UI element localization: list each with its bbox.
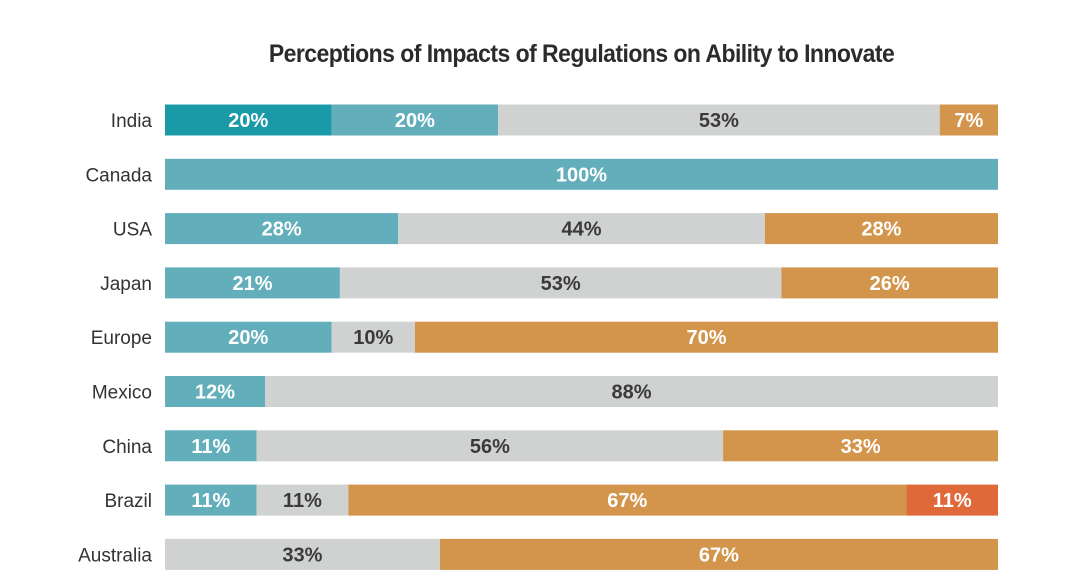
chart-title: Perceptions of Impacts of Regulations on… xyxy=(268,40,895,68)
category-label-canada: Canada xyxy=(85,165,152,186)
data-label-mexico-2: 88% xyxy=(611,382,651,404)
bar-segment-china-3 xyxy=(723,430,998,462)
data-label-australia-2: 33% xyxy=(282,544,322,566)
category-labels: India Canada USA Japan Europe Mexico China Braz… xyxy=(78,111,152,566)
bar-segment-usa-3 xyxy=(764,213,998,245)
data-label-china-1: 11% xyxy=(191,436,230,458)
category-label-china: China xyxy=(102,437,152,458)
category-label-india: India xyxy=(111,111,153,132)
bar-segment-europe-3 xyxy=(414,321,998,353)
data-label-usa-3: 28% xyxy=(861,219,901,241)
category-label-japan: Japan xyxy=(100,274,152,295)
data-label-japan-1: 21% xyxy=(232,273,272,295)
bar-segment-usa-2 xyxy=(398,213,765,245)
data-label-india-1: 20% xyxy=(395,110,435,132)
data-label-brazil-4: 11% xyxy=(933,490,972,512)
bar-segment-mexico-1 xyxy=(165,376,265,407)
bar-segment-china-1 xyxy=(165,430,257,462)
bar-segment-india-3 xyxy=(939,104,998,136)
category-label-europe: Europe xyxy=(91,328,152,349)
data-label-india-2: 53% xyxy=(699,110,739,132)
bar-segment-europe-1 xyxy=(165,321,332,353)
data-label-europe-3: 70% xyxy=(686,327,726,349)
data-label-japan-2: 53% xyxy=(541,273,581,295)
data-label-europe-2: 10% xyxy=(353,327,393,349)
data-label-china-2: 56% xyxy=(470,436,510,458)
data-label-china-3: 33% xyxy=(841,436,881,458)
category-label-mexico: Mexico xyxy=(92,383,152,404)
bar-segment-india-2 xyxy=(498,104,940,136)
data-label-india-3: 7% xyxy=(954,110,983,132)
data-label-japan-3: 26% xyxy=(870,273,910,295)
bar-segment-europe-2 xyxy=(331,321,415,353)
bar-segment-mexico-2 xyxy=(265,376,998,407)
segment-labels: 20% 20% 53% 7% 100% 28% 44% 28% 21% 53% 26% 20% 10% 7… xyxy=(191,110,983,566)
data-label-australia-3: 67% xyxy=(699,544,739,566)
bar-segment-canada-1 xyxy=(165,158,998,190)
data-label-europe-1: 20% xyxy=(228,327,268,349)
data-label-india-0: 20% xyxy=(228,110,268,132)
data-label-usa-2: 44% xyxy=(561,219,601,241)
bar-segment-india-0 xyxy=(165,104,332,136)
bar-segment-australia-2 xyxy=(165,538,440,570)
bar-segments xyxy=(165,104,998,570)
data-label-brazil-3: 67% xyxy=(607,490,647,512)
bar-segment-japan-2 xyxy=(339,267,782,299)
bar-segment-australia-3 xyxy=(439,538,998,570)
category-label-brazil: Brazil xyxy=(104,491,152,512)
bar-segment-usa-1 xyxy=(165,213,399,245)
bar-segment-brazil-1 xyxy=(165,484,257,516)
data-label-canada-1: 100% xyxy=(556,164,607,186)
bar-segment-brazil-3 xyxy=(348,484,907,516)
category-label-australia: Australia xyxy=(78,545,152,566)
data-label-brazil-2: 11% xyxy=(283,490,322,512)
bar-segment-brazil-2 xyxy=(256,484,349,516)
bar-segment-china-2 xyxy=(256,430,724,462)
data-label-usa-1: 28% xyxy=(262,219,302,241)
category-label-usa: USA xyxy=(113,220,152,241)
data-label-brazil-1: 11% xyxy=(191,490,230,512)
bar-segment-japan-1 xyxy=(165,267,340,299)
bar-segment-japan-3 xyxy=(781,267,998,299)
bar-segment-brazil-4 xyxy=(906,484,998,516)
bar-segment-india-1 xyxy=(331,104,499,136)
data-label-mexico-1: 12% xyxy=(195,382,235,404)
